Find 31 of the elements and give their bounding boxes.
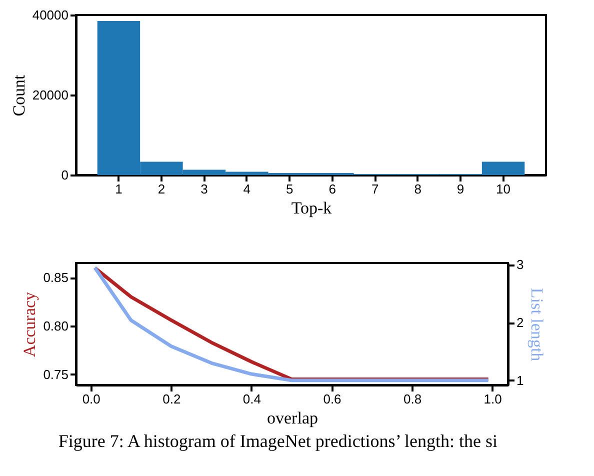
x-tick-label: 7 bbox=[371, 182, 379, 196]
y-tick-label: 0.75 bbox=[43, 366, 68, 382]
y2-tick-label: 1 bbox=[516, 372, 524, 388]
y-tick-label: 20000 bbox=[32, 88, 68, 102]
x-tick-label: 6 bbox=[328, 182, 336, 196]
caption: Figure 7: A histogram of ImageNet predictions’ length: the si bbox=[58, 431, 498, 451]
x-tick-label: 2 bbox=[158, 182, 166, 196]
y2-tick-label: 2 bbox=[516, 315, 524, 330]
x-tick-label: 5 bbox=[286, 182, 294, 196]
y-tick-label: 0.85 bbox=[43, 270, 68, 286]
y2-axis-title: List length bbox=[528, 288, 547, 362]
y-tick-label: 0 bbox=[61, 168, 68, 182]
y-tick-label: 40000 bbox=[32, 8, 68, 22]
x-tick-label: 10 bbox=[496, 182, 511, 196]
x-axis-title: Top-k bbox=[291, 198, 332, 218]
x-tick-label: 9 bbox=[456, 182, 464, 196]
x-tick-label: 0.4 bbox=[242, 392, 261, 406]
x-tick-label: 1.0 bbox=[484, 392, 502, 406]
y-axis-title: Accuracy bbox=[20, 291, 40, 358]
y-axis-title: Count bbox=[9, 74, 28, 116]
x-tick-label: 8 bbox=[414, 182, 422, 196]
x-tick-label: 3 bbox=[200, 182, 208, 196]
x-tick-label: 4 bbox=[243, 182, 251, 196]
x-tick-label: 0.6 bbox=[323, 392, 342, 406]
x-tick-label: 0.2 bbox=[162, 392, 181, 406]
x-tick-label: 0.8 bbox=[404, 392, 422, 406]
y2-tick-label: 3 bbox=[516, 257, 524, 272]
x-axis-title: overlap bbox=[267, 408, 318, 428]
x-tick-label: 0.0 bbox=[82, 392, 100, 406]
x-tick-label: 1 bbox=[115, 182, 122, 196]
y-tick-label: 0.80 bbox=[43, 318, 68, 334]
